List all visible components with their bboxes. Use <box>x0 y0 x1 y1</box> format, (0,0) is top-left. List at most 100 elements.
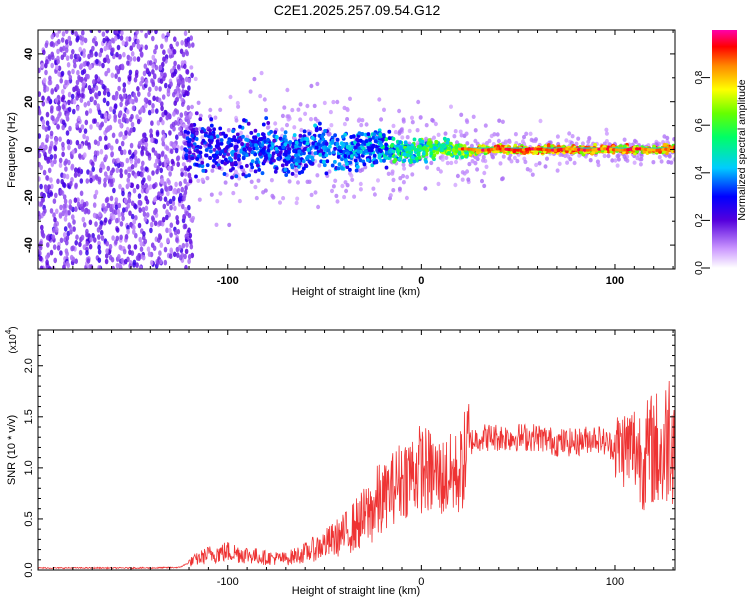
spectrogram-cell <box>172 111 176 117</box>
spectrogram-cell <box>69 53 74 60</box>
spectrogram-cell <box>141 160 145 167</box>
spectrogram-cell <box>154 208 158 214</box>
spectrogram-cell <box>173 60 177 67</box>
spectrogram-cell <box>391 136 396 141</box>
spectrogram-cell <box>187 172 191 179</box>
spectrogram-cell <box>114 65 119 71</box>
spectrogram-cell <box>315 81 320 87</box>
spectrogram-cell <box>65 251 69 257</box>
spectrogram-cell <box>123 197 128 204</box>
spectrogram-cell <box>283 134 287 139</box>
snr-ytick-label: 0.5 <box>23 511 35 526</box>
spectrogram-cell <box>85 135 90 142</box>
spectrogram-cell <box>449 141 453 146</box>
spectrogram-cell <box>160 188 164 194</box>
spectrogram-cell <box>74 85 78 92</box>
spectrogram-cell <box>53 222 57 229</box>
spectrogram-cell <box>131 153 135 159</box>
spectrogram-cell <box>139 30 144 33</box>
spectrogram-cell <box>354 168 359 173</box>
spectrogram-cell <box>207 143 212 148</box>
spectrogram-cell <box>482 170 487 176</box>
spectrogram-cell <box>135 183 140 190</box>
spectrogram-cell <box>278 200 282 205</box>
spectrogram-cell <box>342 121 347 127</box>
spectrogram-cell <box>161 150 165 157</box>
spectrogram-cell <box>335 99 340 105</box>
spectrogram-cell <box>230 175 234 180</box>
spectrogram-cell <box>197 197 202 202</box>
spectrogram-cell <box>125 118 130 124</box>
spectrogram-cell <box>313 116 318 122</box>
spectrogram-cell <box>39 183 43 190</box>
spectrogram-cell <box>397 108 402 114</box>
spectrogram-cell <box>88 108 93 114</box>
spectrogram-cell <box>380 137 385 142</box>
spectrogram-cell <box>50 62 54 69</box>
spectrogram-cell <box>302 147 307 152</box>
spectrogram-cell <box>39 164 43 171</box>
spectrogram-cell <box>52 198 57 204</box>
spectrogram-cell <box>43 208 47 214</box>
spectrogram-cell <box>555 168 560 173</box>
spectrogram-cell <box>57 30 62 34</box>
spectrogram-cell <box>138 207 142 213</box>
spectrogram-cell <box>616 157 621 162</box>
spectrogram-cell <box>187 137 192 142</box>
spectrogram-cell <box>390 169 395 174</box>
spectrogram-cell <box>120 63 125 70</box>
spectrogram-cell <box>58 162 63 168</box>
spectrogram-cell <box>80 234 85 241</box>
spectrogram-cell <box>47 184 51 190</box>
spectrogram-cell <box>567 131 572 136</box>
spectrogram-cell <box>164 110 168 116</box>
spectrogram-cell <box>353 145 358 150</box>
spectrogram-cell <box>190 133 195 138</box>
spectrogram-cell <box>410 172 415 177</box>
spectrogram-cell <box>604 127 609 132</box>
spectrogram-cell <box>372 153 377 158</box>
spectrogram-cell <box>46 156 50 163</box>
spectrogram-cell <box>309 117 313 122</box>
spectrogram-cell <box>404 147 409 152</box>
spectrogram-cell <box>235 132 240 137</box>
snr-xtick-label: 0 <box>418 576 424 588</box>
spectrogram-cell <box>185 69 190 75</box>
spectrogram-cell <box>412 159 417 164</box>
spectrogram-cell <box>138 265 143 269</box>
spectrogram-cell <box>72 58 77 65</box>
spectrogram-cell <box>115 217 119 224</box>
spectrogram-cell <box>85 228 89 235</box>
spectrogram-cell <box>298 133 303 138</box>
spectrogram-cell <box>134 72 139 79</box>
spectrogram-cell <box>59 189 63 195</box>
spectrogram-cell <box>45 254 49 261</box>
colorbar-tick-label: 0.0 <box>694 261 705 275</box>
spectrogram-cell <box>57 113 61 119</box>
spectrogram-cell <box>105 253 109 259</box>
spectrogram-cell <box>218 126 223 131</box>
spectrogram-cell <box>187 258 191 265</box>
spectrogram-cell <box>258 152 262 157</box>
spectrogram-cell <box>186 130 191 135</box>
spectrogram-cell <box>331 184 336 189</box>
spectrogram-cell <box>169 204 173 211</box>
spectrogram-cell <box>180 168 185 173</box>
spectrogram-cell <box>191 128 195 133</box>
spectrogram-cell <box>67 70 71 76</box>
spectrogram-cell <box>452 134 457 139</box>
spectrogram-cell <box>366 142 370 147</box>
spectrogram-cell <box>97 60 102 67</box>
spectrogram-cell <box>358 158 363 163</box>
spectrogram-cell <box>67 144 71 151</box>
spectrogram-cell <box>87 144 92 150</box>
spectrogram-cell <box>61 124 65 131</box>
spectrogram-cell <box>44 187 49 193</box>
spectrogram-cell <box>212 158 216 163</box>
spectrogram-cell <box>288 140 293 145</box>
spectrogram-cell <box>72 98 77 105</box>
spectrogram-cell <box>344 158 348 163</box>
spectrogram-cell <box>330 163 335 168</box>
spectrogram-cell <box>439 147 444 152</box>
spectrogram-cell <box>183 30 188 37</box>
